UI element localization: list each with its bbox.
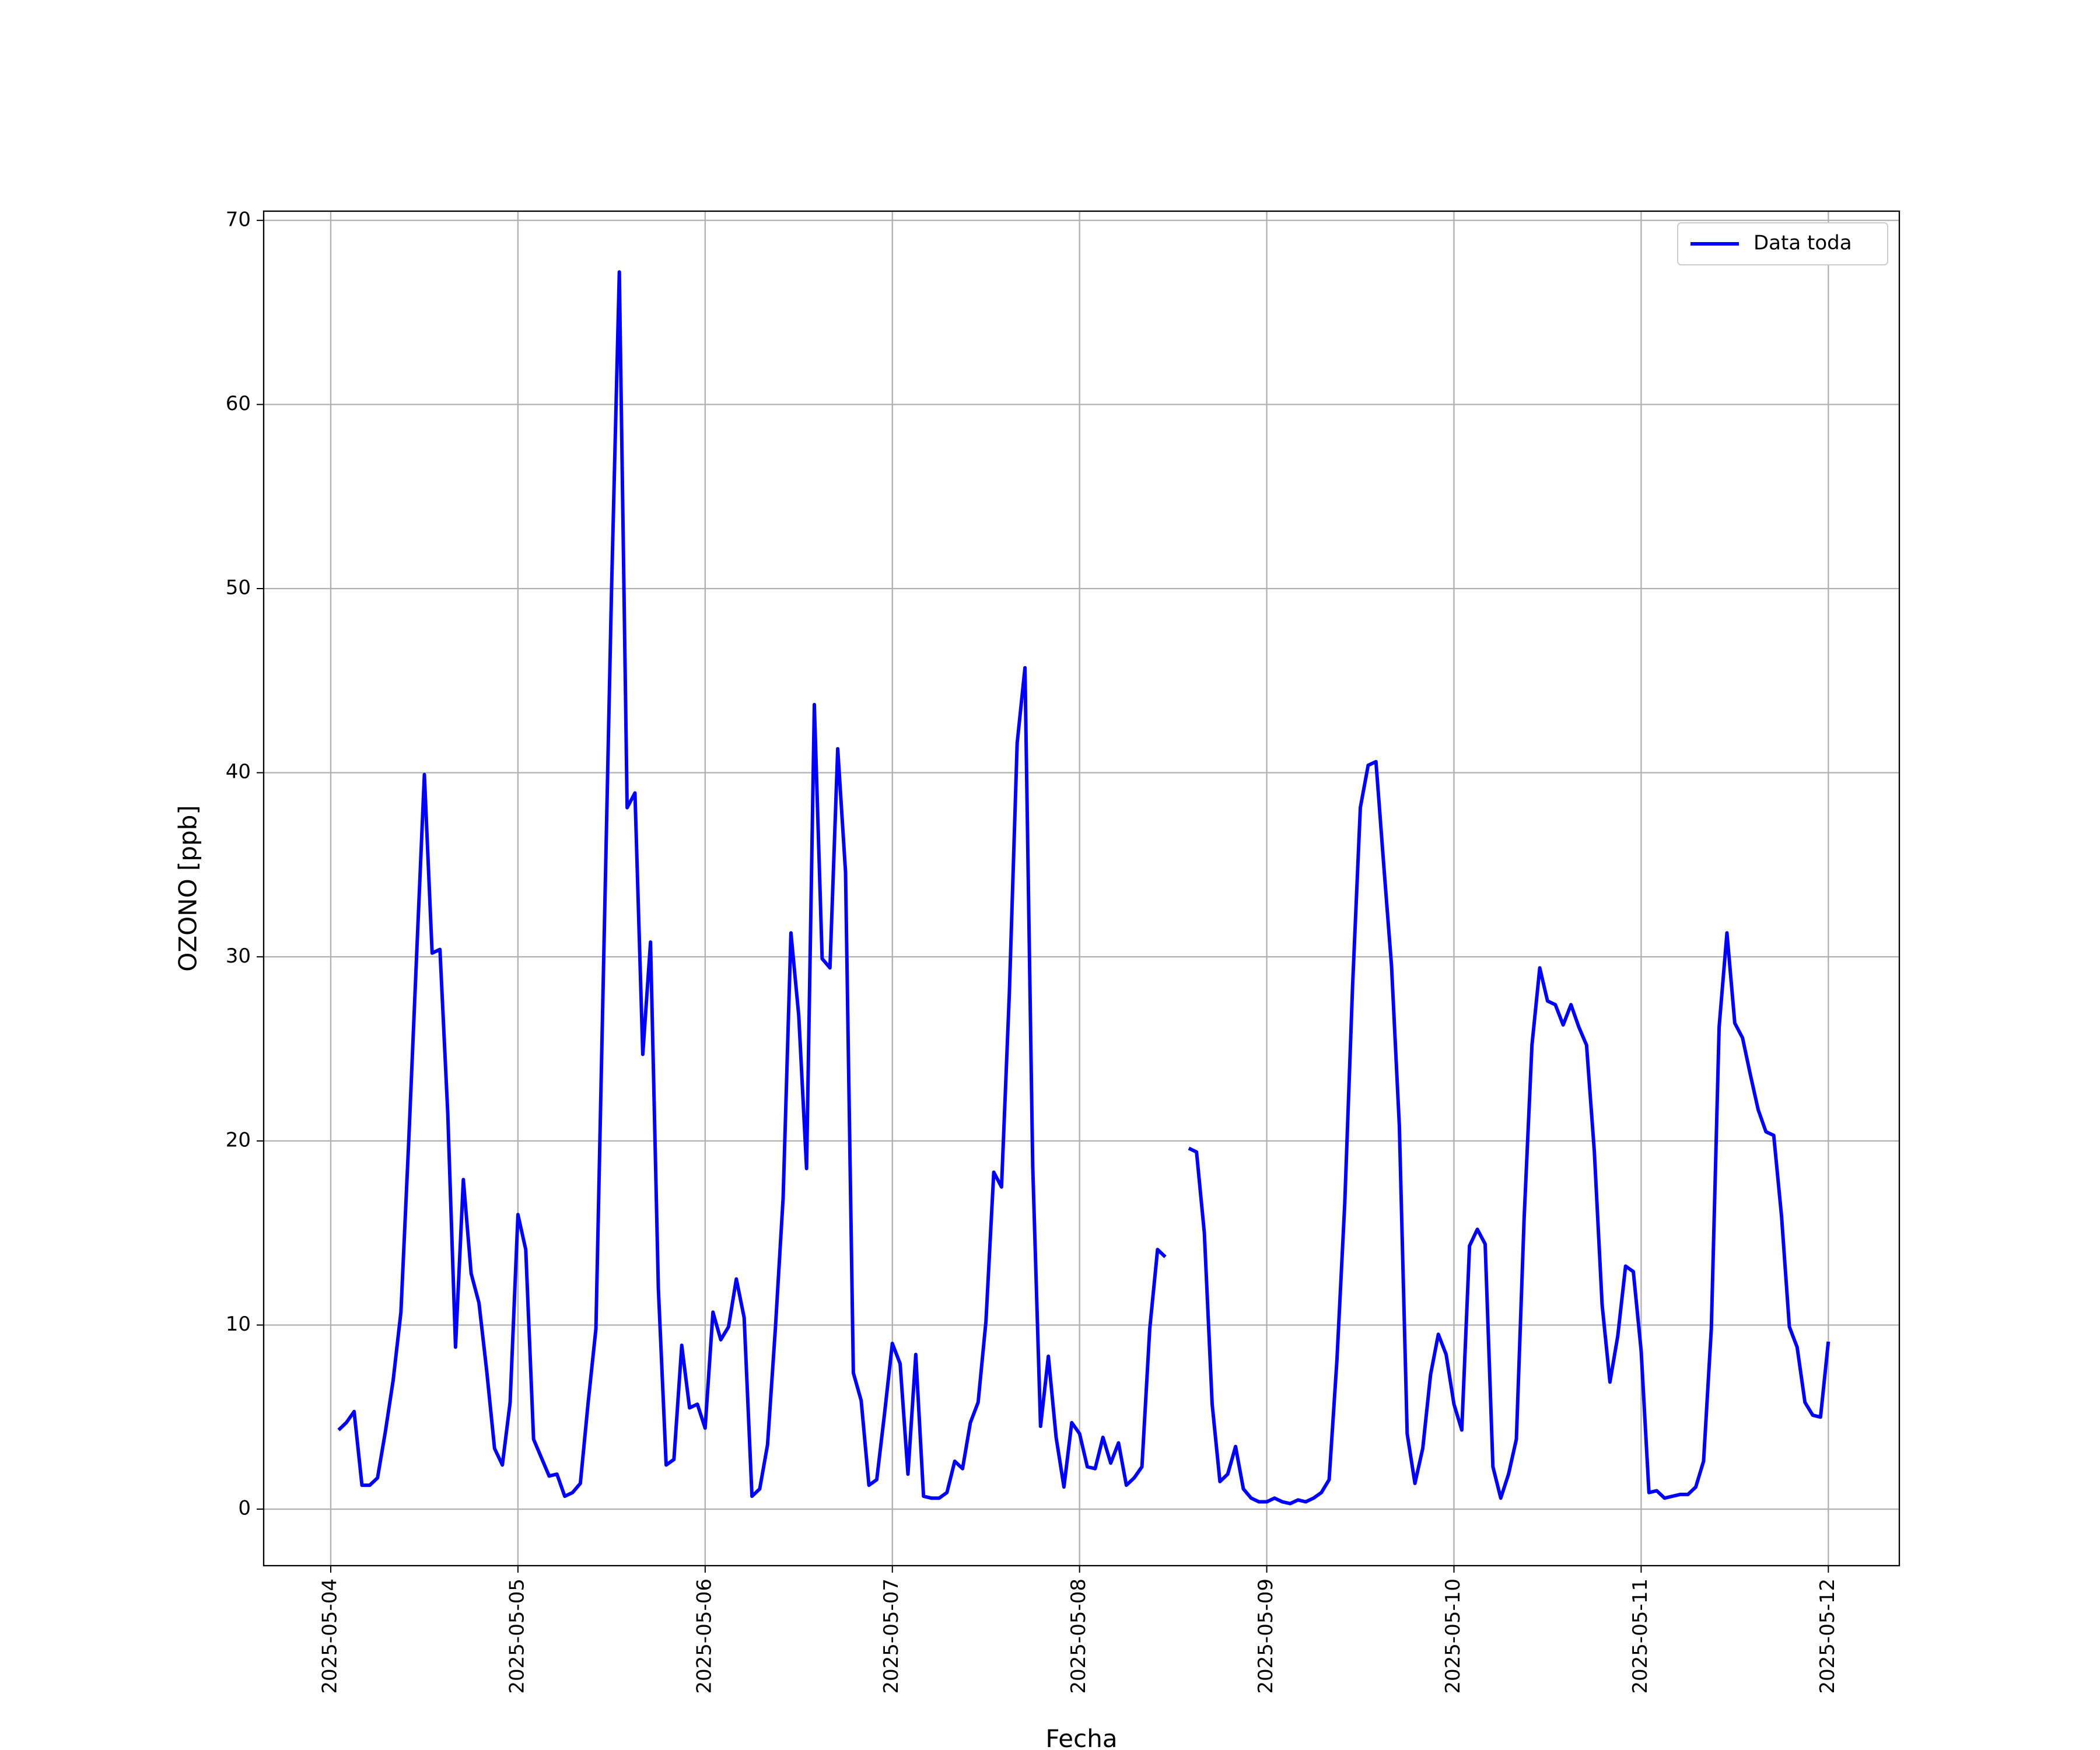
legend-box [1677,222,1888,265]
y-tick-label: 20 [226,1128,251,1152]
data-line [337,270,1831,1506]
y-tick-label: 10 [226,1312,251,1336]
x-tick-label: 2025-05-12 [1816,1578,1839,1694]
y-tick-label: 0 [238,1497,251,1520]
x-tick-label: 2025-05-04 [318,1578,341,1694]
y-tick-label: 50 [226,576,251,600]
x-axis-label: Fecha [1045,1724,1117,1750]
y-tick-label: 70 [226,208,251,231]
plot-frame [262,210,1901,1567]
y-axis-label: OZONO [ppb] [174,805,202,971]
x-tick-label: 2025-05-07 [880,1578,903,1694]
y-tick-label: 60 [226,392,251,415]
x-tick-label: 2025-05-11 [1629,1578,1652,1694]
y-tick-label: 40 [226,760,251,783]
x-tick-label: 2025-05-05 [505,1578,528,1694]
x-tick-label: 2025-05-10 [1441,1578,1465,1694]
x-tick-label: 2025-05-08 [1067,1578,1090,1694]
x-tick-label: 2025-05-09 [1254,1578,1278,1694]
y-tick-label: 30 [226,944,251,968]
legend-label: Data toda [1754,232,1852,255]
x-tick-label: 2025-05-06 [692,1578,716,1694]
